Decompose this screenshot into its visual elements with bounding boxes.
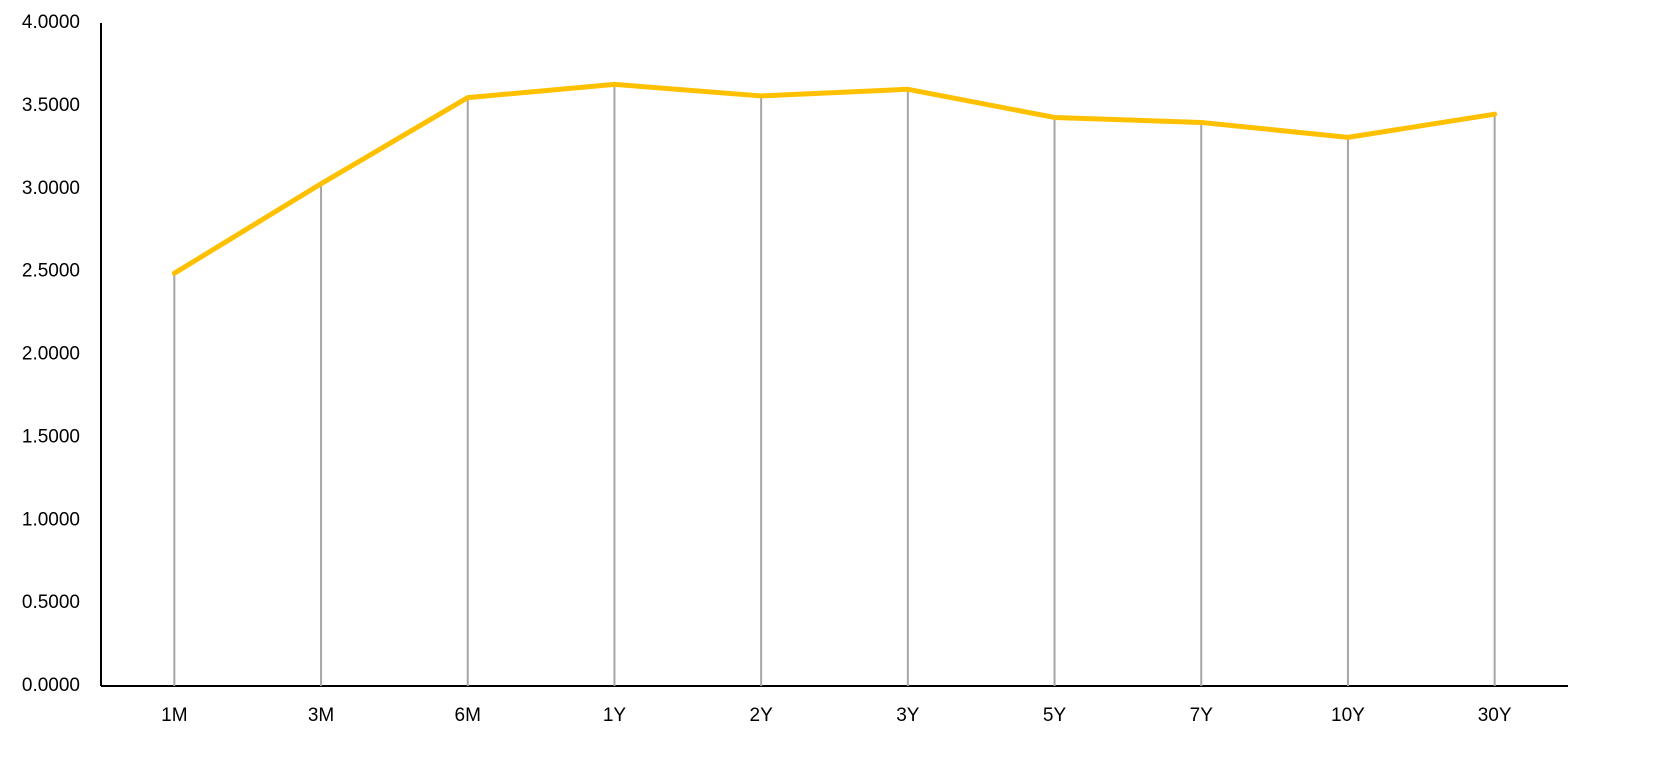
x-tick-label: 3M bbox=[308, 705, 334, 726]
x-tick-label: 30Y bbox=[1478, 705, 1512, 726]
x-tick-label: 3Y bbox=[896, 705, 920, 726]
y-tick-label: 3.0000 bbox=[22, 178, 80, 199]
x-tick-label: 2Y bbox=[750, 705, 774, 726]
x-tick-label: 7Y bbox=[1190, 705, 1214, 726]
y-tick-label: 0.0000 bbox=[22, 675, 80, 696]
y-tick-label: 2.0000 bbox=[22, 344, 80, 365]
x-tick-label: 1Y bbox=[603, 705, 627, 726]
line-series bbox=[171, 81, 1498, 276]
x-tick-label: 1M bbox=[161, 705, 187, 726]
y-tick-label: 1.5000 bbox=[22, 426, 80, 447]
y-tick-label: 3.5000 bbox=[22, 95, 80, 116]
y-tick-label: 0.5000 bbox=[22, 592, 80, 613]
x-tick-label: 10Y bbox=[1331, 705, 1365, 726]
y-tick-label: 1.0000 bbox=[22, 509, 80, 530]
y-tick-label: 2.5000 bbox=[22, 261, 80, 282]
y-tick-label: 4.0000 bbox=[22, 12, 80, 33]
x-tick-label: 6M bbox=[455, 705, 481, 726]
x-tick-label: 5Y bbox=[1043, 705, 1067, 726]
